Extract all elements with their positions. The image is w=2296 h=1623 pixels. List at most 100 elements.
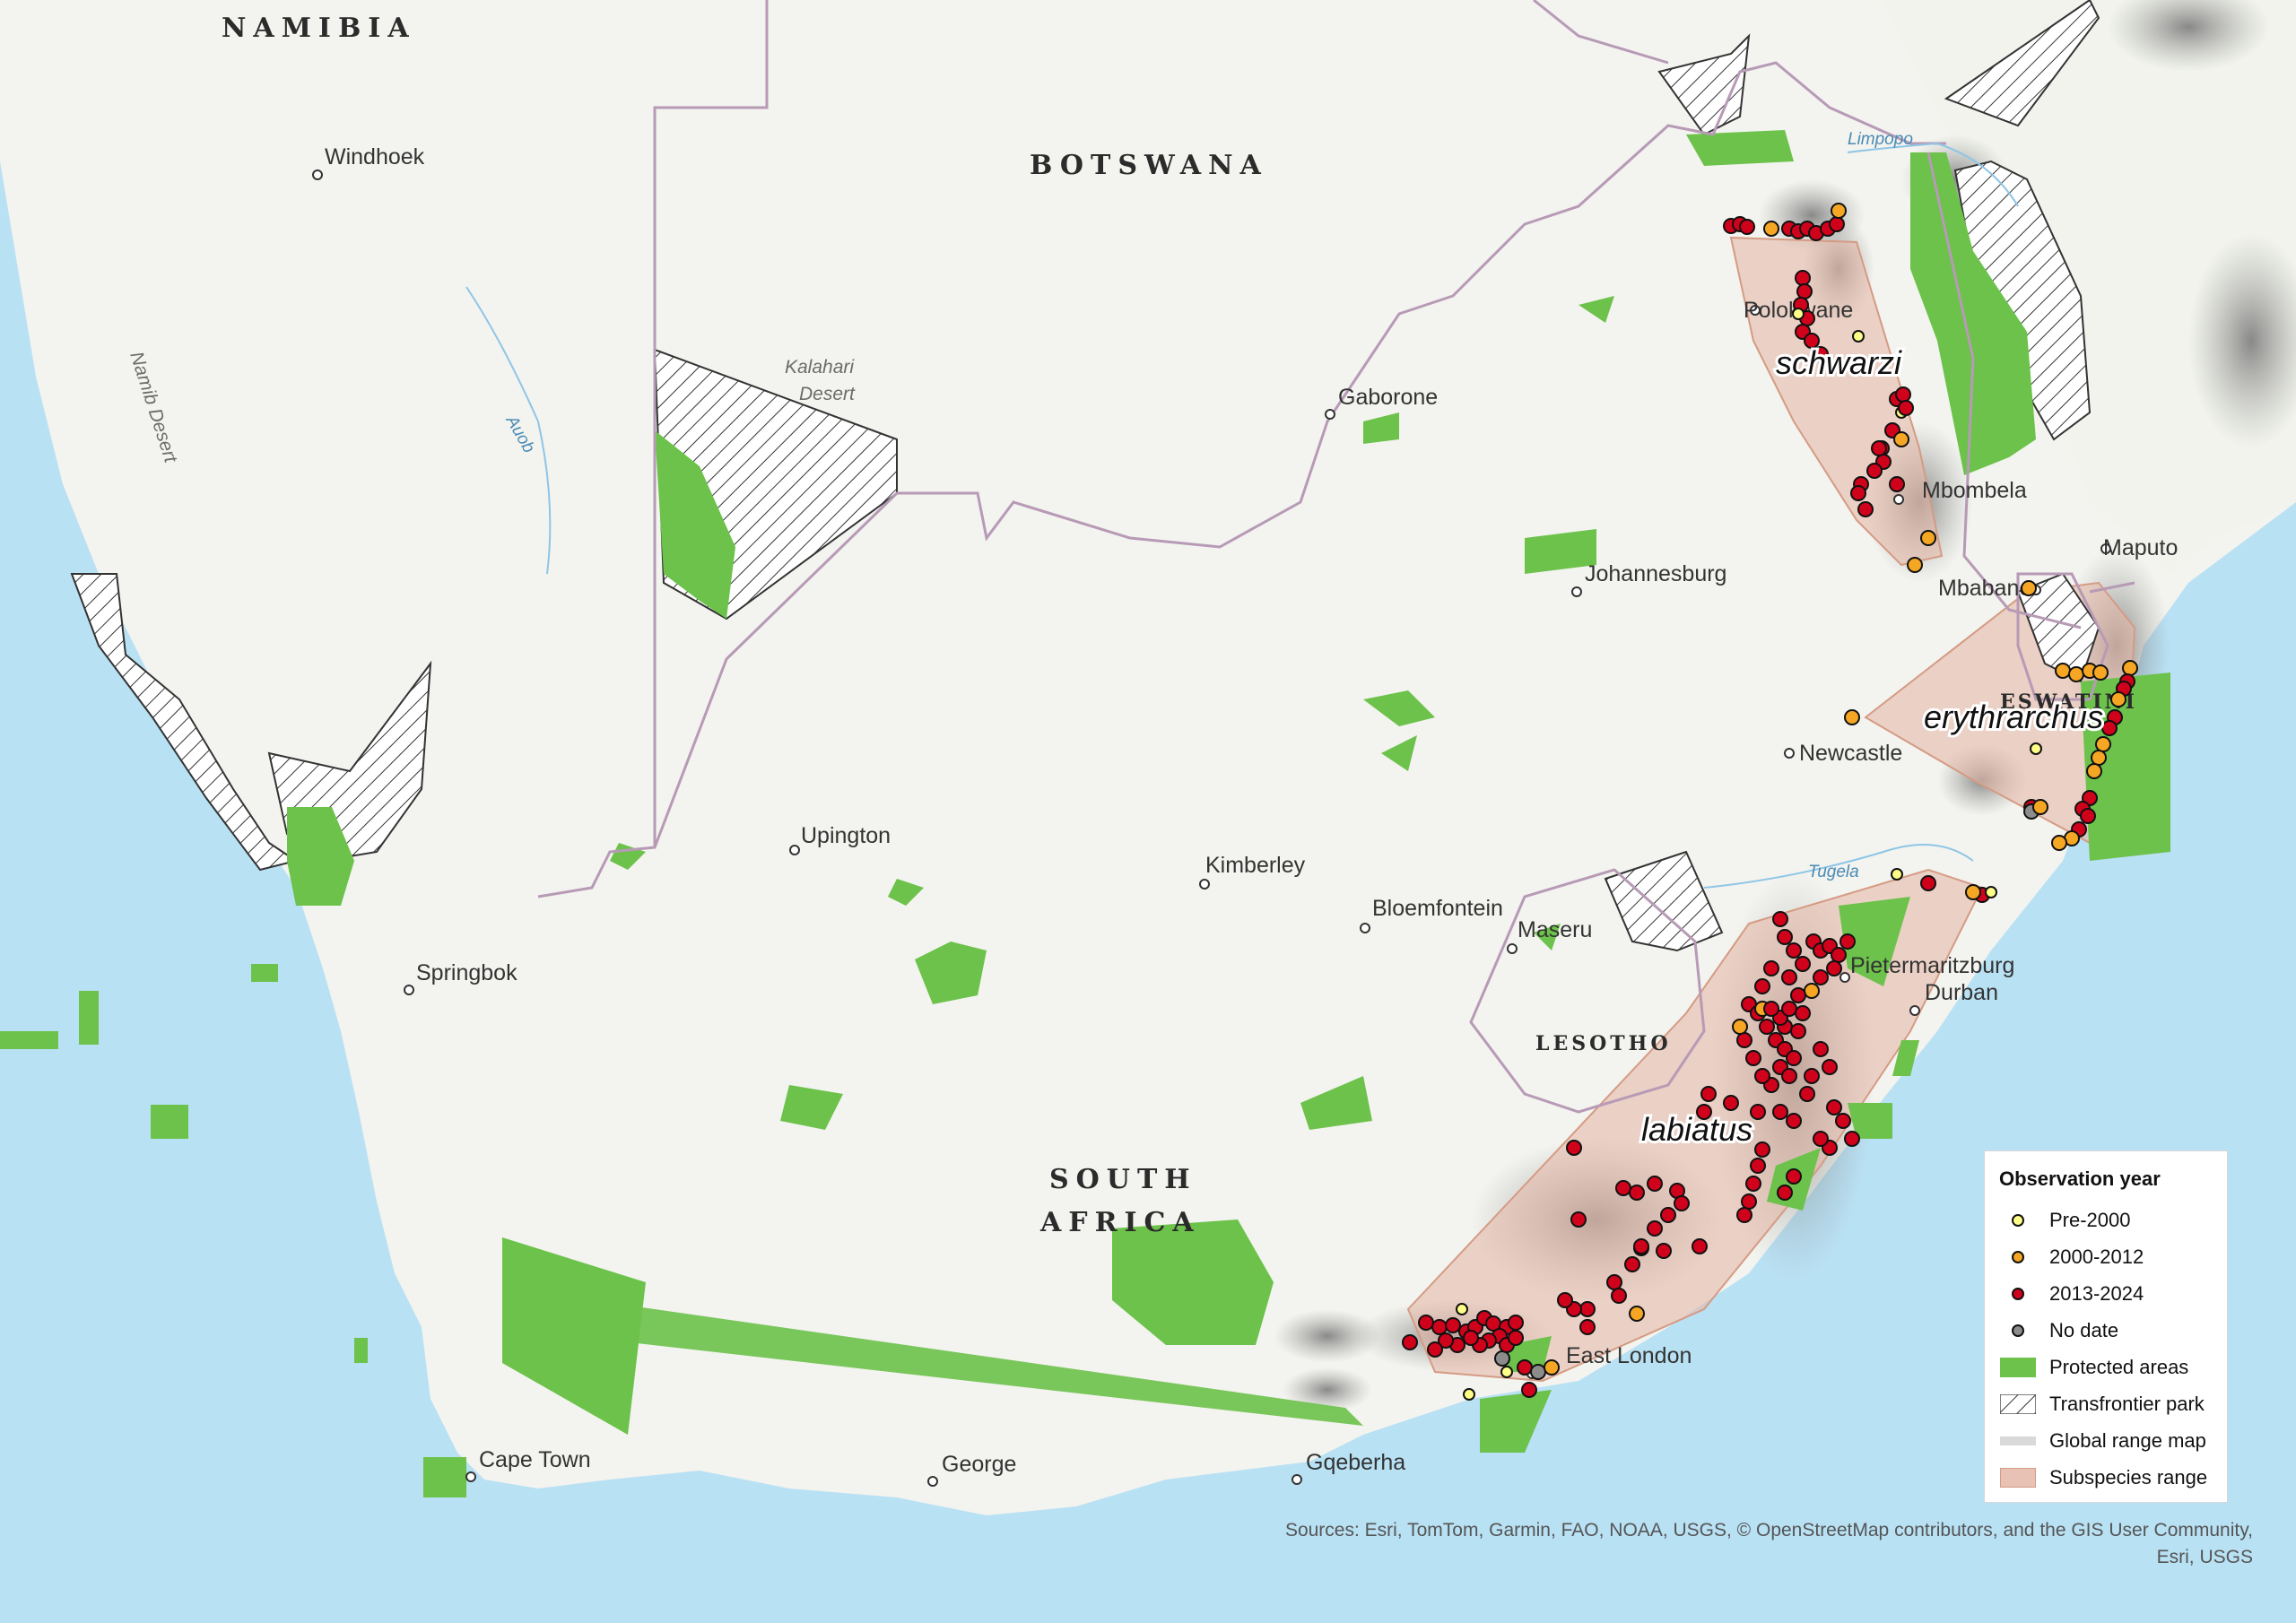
observation-point bbox=[1745, 1050, 1761, 1066]
observation-point bbox=[1850, 485, 1866, 501]
observation-point bbox=[1844, 709, 1860, 725]
observation-point bbox=[1494, 1350, 1510, 1367]
city-labels: Windhoek Gaborone Polokwane Mbombela Map… bbox=[325, 144, 2178, 1477]
observation-point bbox=[1866, 463, 1883, 479]
observation-point bbox=[1781, 969, 1797, 985]
city-george: George bbox=[942, 1452, 1016, 1477]
label-kalahari: Kalahari bbox=[785, 357, 855, 378]
legend-item-transfrontier: Transfrontier park bbox=[1999, 1385, 2213, 1422]
observation-point bbox=[1772, 911, 1788, 927]
legend-label: Global range map bbox=[2049, 1428, 2206, 1452]
observation-point bbox=[1521, 1382, 1537, 1398]
legend-item-subspecies: Subspecies range bbox=[1999, 1459, 2213, 1496]
observation-point bbox=[1813, 1131, 1829, 1147]
observation-point bbox=[1792, 308, 1805, 320]
observation-point bbox=[1745, 1176, 1761, 1192]
observation-point bbox=[1763, 221, 1779, 237]
legend-item-global-range: Global range map bbox=[1999, 1422, 2213, 1459]
observation-point bbox=[1463, 1388, 1475, 1401]
observation-point bbox=[1813, 346, 1829, 362]
observation-point bbox=[1700, 1086, 1717, 1102]
observation-point bbox=[2030, 742, 2042, 755]
observation-point bbox=[1759, 1019, 1775, 1035]
observation-point bbox=[1795, 270, 1811, 286]
observation-point bbox=[1754, 978, 1770, 994]
observation-point bbox=[1790, 987, 1806, 1003]
observation-point bbox=[1893, 431, 1909, 447]
observation-point bbox=[1786, 1168, 1802, 1185]
legend-dot-pre-2000 bbox=[2012, 1213, 2024, 1227]
observation-point bbox=[1920, 530, 1936, 546]
observation-point bbox=[1795, 1005, 1811, 1021]
country-borders bbox=[537, 0, 2135, 1114]
observation-point bbox=[1674, 1195, 1690, 1211]
observation-point bbox=[1647, 1220, 1663, 1237]
observation-point bbox=[1418, 1315, 1434, 1331]
observation-point bbox=[1777, 929, 1793, 945]
observation-point bbox=[1741, 1193, 1757, 1210]
observation-point bbox=[1517, 1359, 1533, 1376]
legend-label: Pre-2000 bbox=[2049, 1208, 2131, 1231]
observation-point bbox=[1696, 1104, 1712, 1120]
observation-point bbox=[1826, 960, 1842, 976]
observation-point bbox=[2051, 835, 2067, 851]
credits-line-2: Esri, USGS bbox=[2156, 1547, 2253, 1567]
city-bloemfontein: Bloemfontein bbox=[1372, 896, 1503, 921]
observation-point bbox=[2101, 720, 2118, 736]
observation-point bbox=[1835, 1113, 1851, 1129]
observation-point bbox=[1633, 1238, 1649, 1254]
legend-item-2000-2012: 2000-2012 bbox=[1999, 1238, 2213, 1275]
observation-point bbox=[1508, 1330, 1524, 1346]
observation-point bbox=[1445, 1317, 1461, 1333]
city-mbombela: Mbombela bbox=[1922, 478, 2027, 503]
observation-point bbox=[1739, 219, 1755, 235]
observation-point bbox=[1796, 283, 1813, 299]
city-newcastle: Newcastle bbox=[1799, 741, 1902, 766]
observation-point bbox=[1557, 1292, 1573, 1308]
observation-point bbox=[2095, 736, 2111, 752]
legend-swatch-hatch bbox=[2000, 1393, 2036, 1414]
observation-point bbox=[1456, 1303, 1468, 1315]
observation-point bbox=[1831, 203, 1847, 219]
city-gaborone: Gaborone bbox=[1338, 385, 1438, 410]
legend-label: 2000-2012 bbox=[2049, 1245, 2144, 1268]
observation-point bbox=[1829, 216, 1845, 232]
observation-point bbox=[1431, 1319, 1448, 1335]
observation-point bbox=[1790, 1023, 1806, 1039]
legend-label: No date bbox=[2049, 1318, 2119, 1341]
observation-point bbox=[1736, 1032, 1752, 1048]
city-upington: Upington bbox=[801, 823, 891, 848]
observation-point bbox=[1629, 1185, 1645, 1201]
legend-label: 2013-2024 bbox=[2049, 1281, 2144, 1305]
observation-point bbox=[1463, 1330, 1479, 1346]
observation-point bbox=[2068, 666, 2084, 682]
observation-point bbox=[2080, 808, 2096, 824]
label-namibia: NAMIBIA bbox=[222, 13, 416, 44]
observation-point bbox=[1795, 956, 1811, 972]
observation-point bbox=[1804, 333, 1820, 349]
observation-point bbox=[1750, 1104, 1766, 1120]
label-labiatus: labiatus bbox=[1641, 1111, 1752, 1148]
observation-point bbox=[1508, 1315, 1524, 1331]
observation-point bbox=[1857, 501, 1874, 517]
legend-item-protected: Protected areas bbox=[1999, 1349, 2213, 1385]
city-maputo: Maputo bbox=[2103, 535, 2178, 560]
observation-point bbox=[1813, 969, 1829, 985]
observation-point bbox=[1732, 1019, 1748, 1035]
observation-point bbox=[1402, 1334, 1418, 1350]
observation-point bbox=[1985, 886, 1997, 898]
observation-point bbox=[1804, 1068, 1820, 1084]
observation-point bbox=[1579, 1319, 1596, 1335]
observation-point bbox=[1799, 1086, 1815, 1102]
city-durban: Durban bbox=[1925, 980, 1998, 1005]
observation-point bbox=[1544, 1359, 1560, 1376]
observation-point bbox=[2091, 750, 2107, 766]
observation-point bbox=[1750, 1158, 1766, 1174]
city-johannesburg: Johannesburg bbox=[1585, 561, 1726, 586]
city-windhoek: Windhoek bbox=[325, 144, 425, 169]
observation-point bbox=[1895, 386, 1911, 403]
observation-point bbox=[1566, 1140, 1582, 1156]
legend-label: Subspecies range bbox=[2049, 1465, 2208, 1488]
observation-point bbox=[1647, 1176, 1663, 1192]
